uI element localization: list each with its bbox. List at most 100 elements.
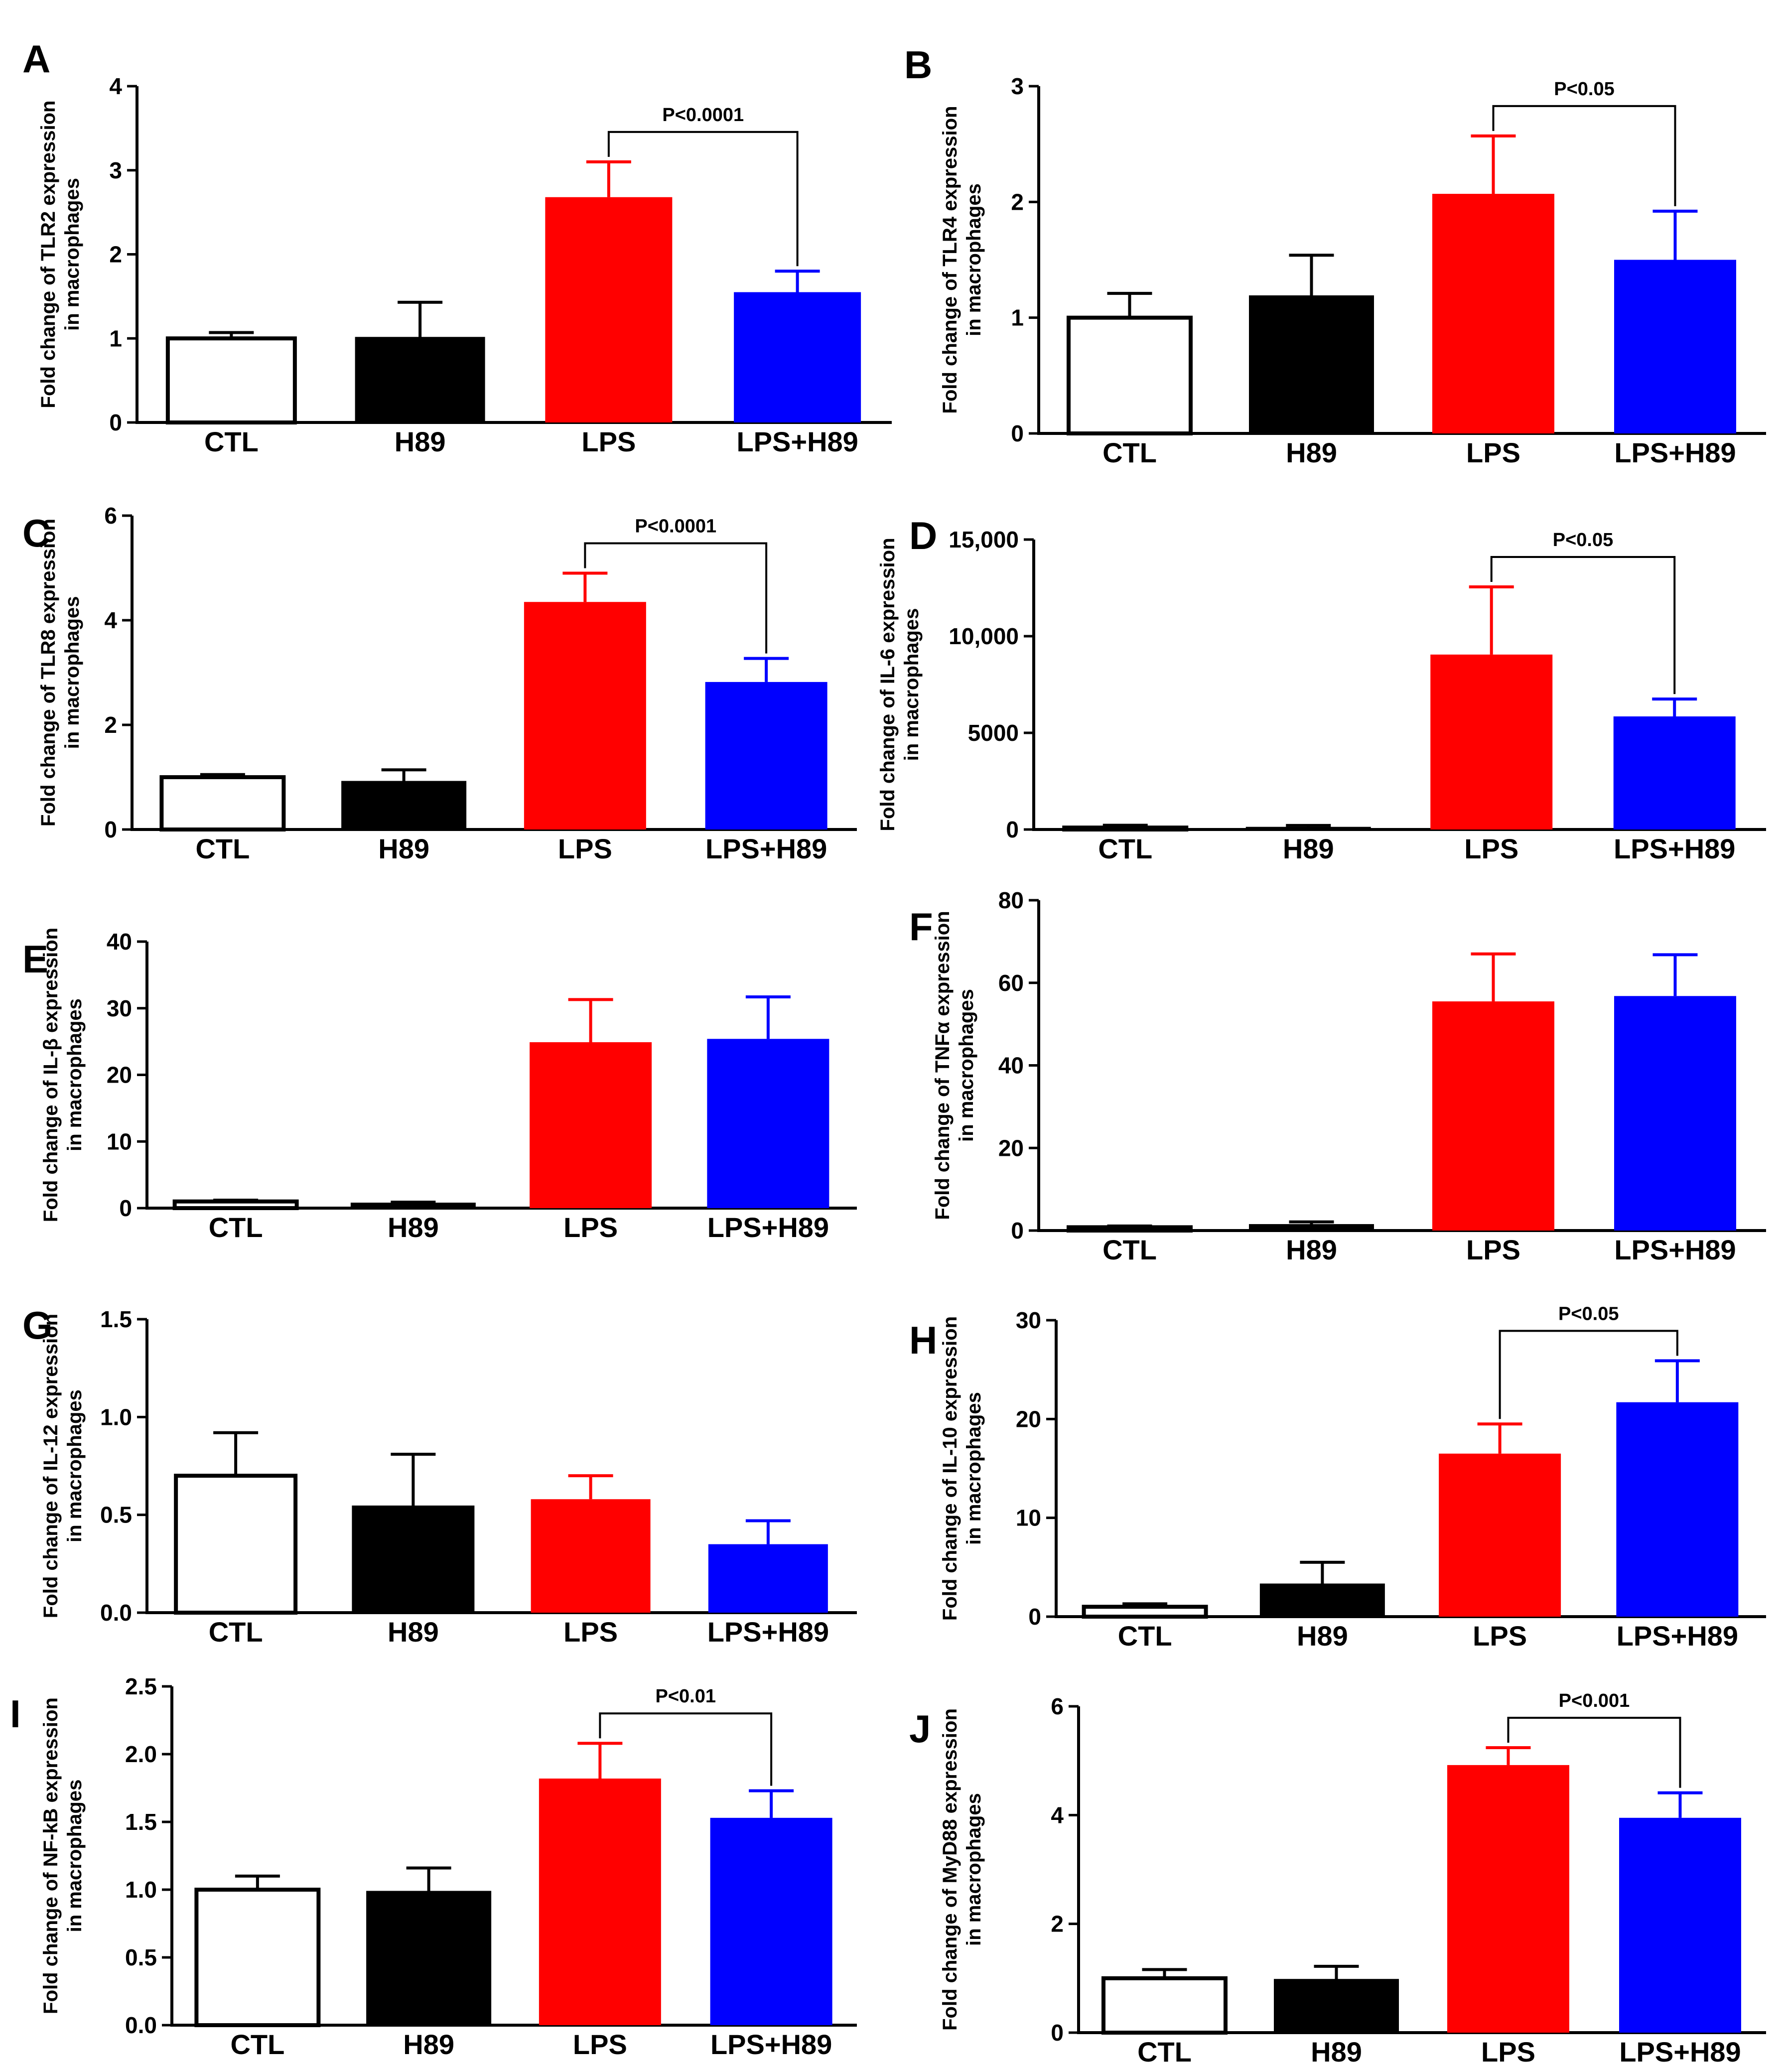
p-value-label: P<0.01	[656, 1686, 716, 1707]
bar-ctl	[1067, 1225, 1193, 1233]
panel-letter: F	[909, 905, 933, 949]
bar-lps	[539, 1778, 661, 2025]
bar-h89	[1274, 1979, 1399, 2034]
bar-h89	[350, 1202, 476, 1210]
category-label: LPS	[563, 1212, 618, 1243]
y-axis-title-line2: in macrophages	[61, 178, 83, 331]
bar-lps	[1432, 194, 1554, 433]
bar-lps-plus-h89	[708, 1544, 828, 1613]
y-axis-title-line2: in macrophages	[963, 1793, 985, 1946]
bar-ctl	[194, 1888, 321, 2027]
category-label: LPS	[1464, 833, 1518, 864]
bar-lps-plus-h89	[1613, 716, 1736, 829]
bar-h89	[366, 1891, 492, 2027]
category-label: LPS+H89	[1619, 2036, 1741, 2068]
panel-letter: C	[22, 511, 50, 555]
bar-ctl	[1101, 1976, 1228, 2035]
y-tick-label: 5000	[968, 720, 1019, 746]
category-label: LPS+H89	[1617, 1620, 1738, 1652]
y-tick-label: 0.5	[125, 1944, 157, 1970]
bar-ctl	[165, 336, 297, 424]
y-tick-label: 0	[104, 817, 117, 842]
y-tick-label: 80	[998, 887, 1024, 913]
y-axis-title: Fold change of IL-10 expression	[939, 1316, 961, 1621]
category-label: CTL	[204, 426, 259, 457]
significance-bracket	[1499, 1330, 1678, 1419]
category-label: CTL	[209, 1616, 263, 1648]
category-label: LPS	[563, 1616, 618, 1648]
bar-lps-plus-h89	[707, 1039, 829, 1208]
y-tick-label: 0.0	[100, 1600, 132, 1626]
y-tick-label: 2	[104, 712, 117, 738]
panel-letter: A	[22, 37, 50, 81]
significance-bracket	[607, 131, 799, 267]
y-tick-label: 0	[109, 410, 122, 435]
panel-d: D Fold change of IL-6 expression in macrop…	[877, 514, 1766, 864]
y-tick-label: 1.5	[100, 1306, 132, 1332]
y-tick-label: 2	[109, 242, 122, 268]
p-value-label: P<0.05	[1553, 530, 1614, 551]
y-tick-label: 1	[109, 325, 122, 351]
y-tick-label: 2.0	[125, 1741, 157, 1767]
significance-bracket	[584, 542, 768, 654]
y-tick-label: 4	[109, 73, 122, 99]
y-tick-label: 1.5	[125, 1809, 157, 1835]
category-label: CTL	[195, 833, 250, 864]
category-label: H89	[1286, 1234, 1337, 1265]
y-tick-label: 3	[1011, 73, 1024, 99]
y-tick-label: 0	[1028, 1604, 1041, 1630]
bar-lps-plus-h89	[1614, 996, 1736, 1231]
p-value-label: P<0.0001	[635, 516, 716, 537]
y-tick-label: 1	[1011, 305, 1024, 331]
y-tick-label: 40	[998, 1053, 1024, 1079]
y-axis-title: Fold change of TNFα expression	[932, 911, 954, 1220]
y-tick-label: 40	[107, 929, 132, 955]
y-tick-label: 6	[104, 503, 117, 529]
category-label: LPS+H89	[1614, 833, 1735, 864]
category-label: CTL	[209, 1212, 263, 1243]
y-axis-title-line2: in macrophages	[61, 596, 83, 749]
category-label: LPS	[1466, 437, 1520, 468]
category-label: LPS+H89	[736, 426, 858, 457]
y-tick-label: 0.0	[125, 2012, 157, 2038]
bar-ctl	[172, 1199, 299, 1210]
y-tick-label: 10,000	[949, 623, 1019, 649]
panel-letter: I	[10, 1692, 21, 1736]
y-tick-label: 20	[1016, 1406, 1041, 1432]
panel-letter: J	[909, 1707, 931, 1751]
category-label: H89	[1283, 833, 1334, 864]
y-axis-title-line2: in macrophages	[956, 989, 977, 1142]
category-label: H89	[1286, 437, 1337, 468]
category-label: H89	[378, 833, 429, 864]
category-label: LPS	[1481, 2036, 1535, 2068]
category-label: LPS+H89	[710, 2029, 832, 2060]
category-label: CTL	[1098, 833, 1152, 864]
category-label: LPS	[581, 426, 636, 457]
y-tick-label: 4	[104, 607, 117, 633]
y-axis-title-line2: in macrophages	[64, 998, 86, 1151]
bar-ctl	[1082, 1605, 1208, 1619]
y-tick-label: 0	[1051, 2020, 1064, 2046]
y-tick-label: 20	[107, 1062, 132, 1088]
category-label: LPS+H89	[1614, 1234, 1736, 1265]
y-axis-title: Fold change of TLR4 expression	[939, 106, 961, 414]
panel-letter: D	[909, 514, 937, 557]
panel-h: H Fold change of IL-10 expression in macro…	[909, 1303, 1766, 1652]
y-tick-label: 0	[1011, 420, 1024, 446]
y-tick-label: 10	[107, 1128, 132, 1154]
y-tick-label: 1.0	[125, 1877, 157, 1903]
bar-h89	[341, 781, 467, 831]
bar-h89	[355, 337, 485, 424]
y-tick-label: 2	[1051, 1911, 1064, 1937]
panel-letter: G	[22, 1303, 53, 1347]
y-axis-title-line2: in macrophages	[901, 608, 923, 761]
category-label: LPS	[1473, 1620, 1527, 1652]
y-axis-title: Fold change of MyD88 expression	[939, 1708, 961, 2031]
category-label: CTL	[230, 2029, 284, 2060]
y-tick-label: 20	[998, 1135, 1024, 1161]
